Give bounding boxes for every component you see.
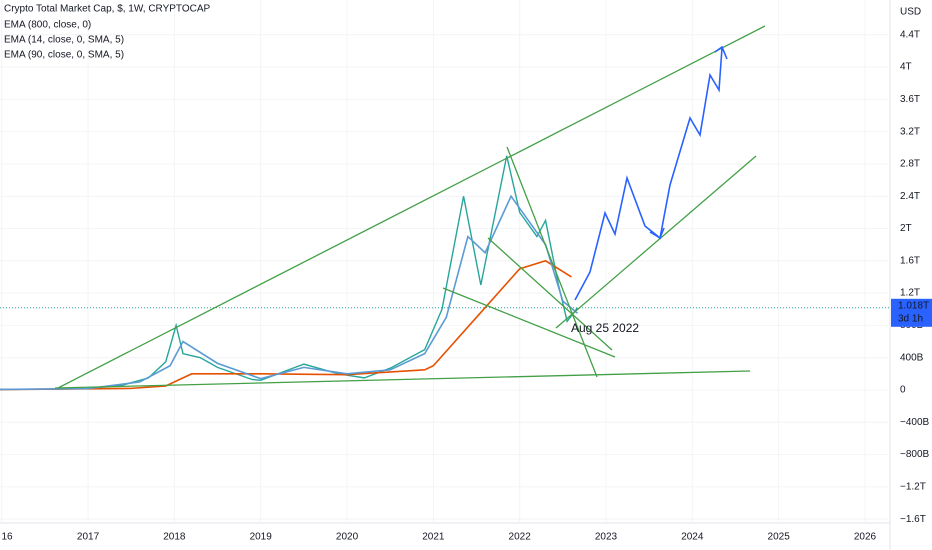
trend-line [555, 155, 757, 329]
x-tick-label: 2019 [250, 532, 273, 543]
x-tick-label: 2023 [595, 532, 618, 543]
arrow-head [714, 45, 728, 60]
y-tick-label: −1.6T [900, 514, 926, 525]
legend-entry: EMA (800, close, 0) [4, 20, 91, 31]
y-tick-label: 1.6T [900, 255, 920, 266]
trend-line [57, 25, 766, 389]
y-tick-label: 4.4T [900, 29, 920, 40]
x-tick-label: 2026 [854, 532, 877, 543]
y-tick-label: 2.8T [900, 159, 920, 170]
x-tick-label: 2017 [77, 532, 100, 543]
x-tick-label: 2024 [681, 532, 704, 543]
series-line [0, 259, 572, 391]
annotation: Aug 25 2022 [571, 321, 639, 335]
plot [0, 0, 890, 523]
price-label: 1.018T [898, 300, 929, 311]
legend: EMA (800, close, 0) EMA (14, close, 0, SM… [4, 20, 124, 61]
trend-line [506, 146, 598, 378]
x-tick-label: 2020 [336, 532, 359, 543]
y-tick-label: 0 [900, 385, 906, 396]
trend-line [54, 370, 751, 389]
arrow-head [649, 227, 665, 240]
trend-lines [54, 25, 766, 389]
price-tag [891, 298, 932, 327]
x-tick-label: 2022 [509, 532, 532, 543]
y-unit: USD [900, 7, 921, 18]
trend-line [442, 287, 616, 358]
y-tick-label: 2T [900, 223, 912, 234]
countdown: 3d 1h [898, 313, 923, 324]
y-tick-label: 3.2T [900, 126, 920, 137]
y-tick-label: 2.4T [900, 191, 920, 202]
y-tick-label: −800B [900, 449, 930, 460]
x-tick-label: 2018 [163, 532, 186, 543]
y-tick-label: 1.2T [900, 288, 920, 299]
legend-entry: EMA (14, close, 0, SMA, 5) [4, 35, 124, 46]
series-line [0, 194, 579, 391]
y-tick-label: 400B [900, 352, 924, 363]
chart-title: Crypto Total Market Cap, $, 1W, CRYPTOCA… [4, 4, 211, 15]
y-tick-label: 3.6T [900, 94, 920, 105]
legend-entry: EMA (90, close, 0, SMA, 5) [4, 50, 124, 61]
x-tick-label: 2021 [422, 532, 445, 543]
trend-line [487, 237, 613, 351]
y-tick-label: −1.2T [900, 482, 926, 493]
y-tick-label: 4T [900, 62, 912, 73]
x-tick-label: 16 [1, 532, 13, 543]
y-tick-label: −400B [900, 417, 930, 428]
x-tick-label: 2025 [768, 532, 791, 543]
